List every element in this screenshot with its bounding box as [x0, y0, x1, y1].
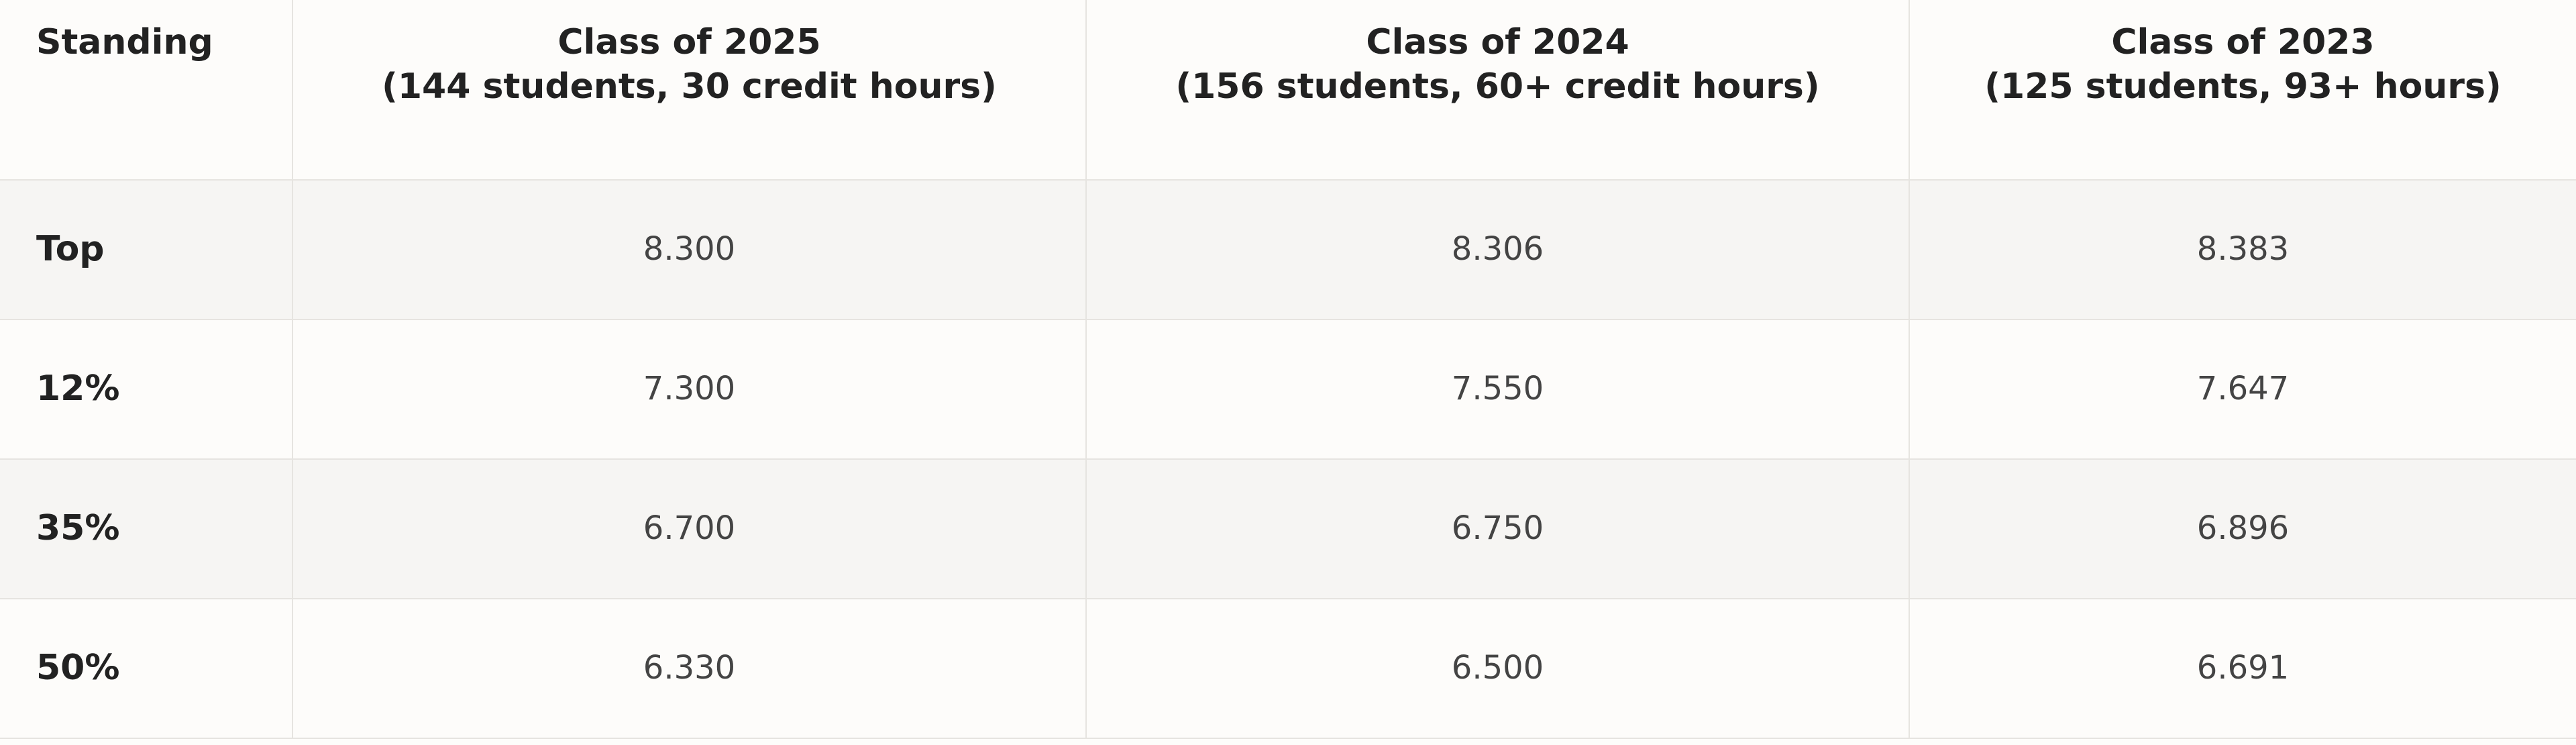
column-title: Class of 2024 — [1366, 22, 1629, 62]
column-subtitle: (125 students, 93+ hours) — [1984, 66, 2502, 107]
column-title: Class of 2023 — [2111, 22, 2375, 62]
cell-value: 6.750 — [1085, 458, 1910, 599]
cell-value: 6.896 — [1909, 458, 2576, 599]
row-label: 50% — [0, 598, 293, 739]
table-row: 35% 6.700 6.750 6.896 — [0, 458, 2576, 599]
cell-value: 6.700 — [292, 458, 1087, 599]
row-label: 12% — [0, 319, 293, 460]
table-row: Top 8.300 8.306 8.383 — [0, 179, 2576, 320]
column-subtitle: (156 students, 60+ credit hours) — [1175, 66, 1820, 107]
table-row: 50% 6.330 6.500 6.691 — [0, 598, 2576, 739]
row-label: Top — [0, 179, 293, 320]
column-subtitle: (144 students, 30 credit hours) — [382, 66, 997, 107]
column-header: Class of 2025 (144 students, 30 credit ho… — [292, 0, 1087, 181]
cell-value: 7.300 — [292, 319, 1087, 460]
column-title: Class of 2025 — [557, 22, 821, 62]
table-row: 12% 7.300 7.550 7.647 — [0, 319, 2576, 460]
table-body: Top 8.300 8.306 8.383 12% 7.300 7.550 7.647 35% 6… — [0, 179, 2576, 739]
cell-value: 6.691 — [1909, 598, 2576, 739]
cell-value: 6.500 — [1085, 598, 1910, 739]
cell-value: 6.330 — [292, 598, 1087, 739]
header-row: Standing Class of 2025 (144 students, 30 … — [0, 0, 2576, 181]
column-header: Class of 2024 (156 students, 60+ credit h… — [1085, 0, 1910, 181]
cell-value: 7.647 — [1909, 319, 2576, 460]
cell-value: 7.550 — [1085, 319, 1910, 460]
corner-header: Standing — [0, 0, 293, 181]
cell-value: 8.306 — [1085, 179, 1910, 320]
column-header: Class of 2023 (125 students, 93+ hours) — [1909, 0, 2576, 181]
row-label: 35% — [0, 458, 293, 599]
cell-value: 8.383 — [1909, 179, 2576, 320]
cell-value: 8.300 — [292, 179, 1087, 320]
